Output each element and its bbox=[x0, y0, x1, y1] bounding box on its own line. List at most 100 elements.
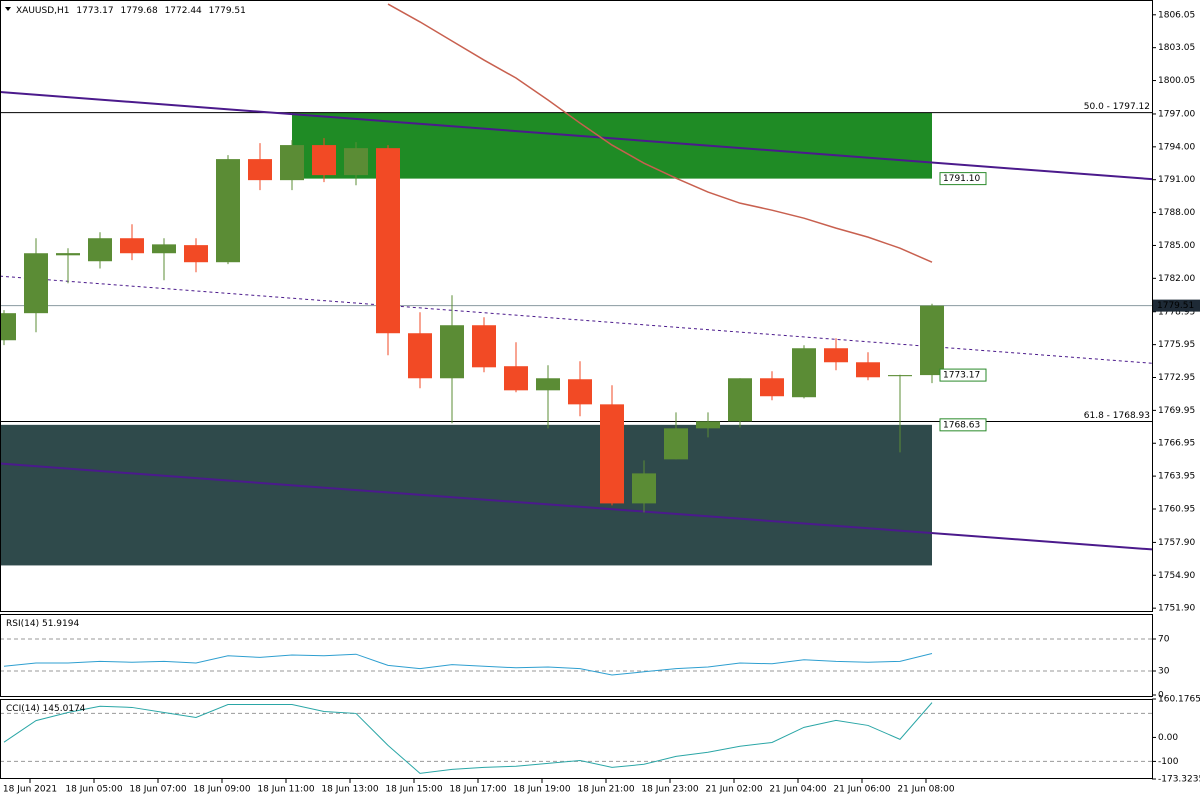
y-tick-label: 1797.00 bbox=[1158, 109, 1195, 119]
y-tick-label: 30 bbox=[1158, 667, 1170, 677]
y-tick-label: -100 bbox=[1158, 757, 1179, 767]
candle-body bbox=[24, 253, 48, 314]
x-tick-label: 18 Jun 2021 bbox=[3, 785, 57, 795]
price-tag: 1773.17 bbox=[943, 371, 980, 381]
x-tick-label: 21 Jun 06:00 bbox=[833, 785, 890, 795]
moving-average bbox=[387, 3, 933, 263]
x-tick-label: 18 Jun 17:00 bbox=[449, 785, 506, 795]
x-tick-label: 18 Jun 13:00 bbox=[321, 785, 378, 795]
y-tick-label: 1785.00 bbox=[1158, 241, 1195, 251]
x-tick-label: 18 Jun 19:00 bbox=[513, 785, 570, 795]
y-tick-label: 0 bbox=[1158, 691, 1164, 701]
indicator-line bbox=[3, 702, 933, 774]
x-tick-label: 21 Jun 08:00 bbox=[897, 785, 954, 795]
x-tick-label: 18 Jun 11:00 bbox=[257, 785, 314, 795]
candle-body bbox=[536, 378, 560, 391]
cci-value: 145.0174 bbox=[43, 704, 86, 714]
close: 1779.51 bbox=[209, 6, 246, 16]
candle-body bbox=[184, 245, 208, 263]
x-tick-label: 18 Jun 15:00 bbox=[385, 785, 442, 795]
y-tick-label: 1788.00 bbox=[1158, 208, 1195, 218]
x-tick-label: 18 Jun 09:00 bbox=[193, 785, 250, 795]
x-tick-label: 18 Jun 21:00 bbox=[577, 785, 634, 795]
y-tick-label: 0.00 bbox=[1158, 733, 1178, 743]
candle-body bbox=[88, 238, 112, 262]
x-tick-label: 18 Jun 23:00 bbox=[641, 785, 698, 795]
candle-body bbox=[504, 366, 528, 391]
y-tick-label: 1754.90 bbox=[1158, 571, 1195, 581]
candle-body bbox=[728, 378, 752, 422]
zone bbox=[0, 424, 932, 566]
level-label: 50.0 - 1797.12 bbox=[1084, 102, 1150, 112]
candle-body bbox=[600, 404, 624, 504]
open: 1773.17 bbox=[76, 6, 113, 16]
x-tick-label: 21 Jun 02:00 bbox=[705, 785, 762, 795]
candle-body bbox=[120, 238, 144, 254]
main-plot bbox=[0, 3, 1152, 566]
main-frame bbox=[0, 0, 1153, 612]
x-tick-label: 21 Jun 04:00 bbox=[769, 785, 826, 795]
candle-body bbox=[920, 305, 944, 376]
y-tick-label: 1775.95 bbox=[1158, 340, 1195, 350]
rsi-header: RSI(14) 51.9194 bbox=[6, 619, 79, 629]
candle-body bbox=[312, 145, 336, 176]
y-tick-label: 1760.95 bbox=[1158, 504, 1195, 514]
candle-body bbox=[824, 348, 848, 363]
rsi-value: 51.9194 bbox=[42, 619, 79, 629]
current-price-box bbox=[1153, 299, 1200, 312]
rsi-name: RSI(14) bbox=[6, 619, 39, 629]
candle-body bbox=[344, 148, 368, 176]
candle-body bbox=[568, 379, 592, 405]
y-tick-label: 1791.00 bbox=[1158, 175, 1195, 185]
candle-body bbox=[280, 145, 304, 181]
x-tick-label: 18 Jun 07:00 bbox=[129, 785, 186, 795]
candle-body bbox=[472, 325, 496, 368]
cci-header: CCI(14) 145.0174 bbox=[6, 704, 86, 714]
candle-body bbox=[248, 159, 272, 181]
candle-body bbox=[376, 148, 400, 334]
y-tick-label: 1794.00 bbox=[1158, 142, 1195, 152]
cci-frame bbox=[0, 699, 1153, 779]
candle-body bbox=[408, 333, 432, 379]
level-label: 61.8 - 1768.93 bbox=[1084, 411, 1150, 421]
candle-body bbox=[152, 244, 176, 254]
y-tick-label: 1766.95 bbox=[1158, 439, 1195, 449]
y-tick-label: 1769.95 bbox=[1158, 406, 1195, 416]
high: 1779.68 bbox=[120, 6, 157, 16]
y-tick-label: 1751.90 bbox=[1158, 604, 1195, 614]
rsi-frame bbox=[0, 614, 1153, 697]
price-tag: 1791.10 bbox=[943, 174, 980, 184]
y-tick-label: 1803.05 bbox=[1158, 43, 1195, 53]
y-tick-label: -173.3235 bbox=[1158, 775, 1200, 785]
low: 1772.44 bbox=[165, 6, 202, 16]
price-tag: 1768.63 bbox=[943, 420, 980, 430]
cci-plot bbox=[0, 702, 1152, 774]
candle-body bbox=[856, 362, 880, 378]
trendline bbox=[0, 275, 1152, 364]
candle-body bbox=[888, 375, 912, 377]
y-tick-label: 1763.95 bbox=[1158, 472, 1195, 482]
candle-body bbox=[0, 313, 16, 341]
y-tick-label: 1772.95 bbox=[1158, 373, 1195, 383]
candle-body bbox=[56, 253, 80, 256]
candle-body bbox=[632, 473, 656, 504]
trendline bbox=[0, 91, 1152, 181]
candle-body bbox=[440, 325, 464, 379]
rsi-plot bbox=[0, 638, 1152, 676]
y-tick-label: 1806.05 bbox=[1158, 10, 1195, 20]
y-tick-label: 1782.00 bbox=[1158, 274, 1195, 284]
cci-name: CCI(14) bbox=[6, 704, 40, 714]
chart-header: XAUUSD,H1 1773.17 1779.68 1772.44 1779.5… bbox=[16, 6, 246, 16]
candle-body bbox=[792, 348, 816, 398]
menu-arrow[interactable] bbox=[5, 7, 11, 11]
candle-body bbox=[216, 159, 240, 263]
indicator-line bbox=[3, 652, 933, 676]
price-tag-box bbox=[939, 368, 987, 382]
y-tick-label: 1757.90 bbox=[1158, 538, 1195, 548]
candle-body bbox=[696, 421, 720, 429]
trendline bbox=[0, 462, 1152, 551]
y-tick-label: 1778.95 bbox=[1158, 307, 1195, 317]
y-tick-label: 1800.05 bbox=[1158, 76, 1195, 86]
